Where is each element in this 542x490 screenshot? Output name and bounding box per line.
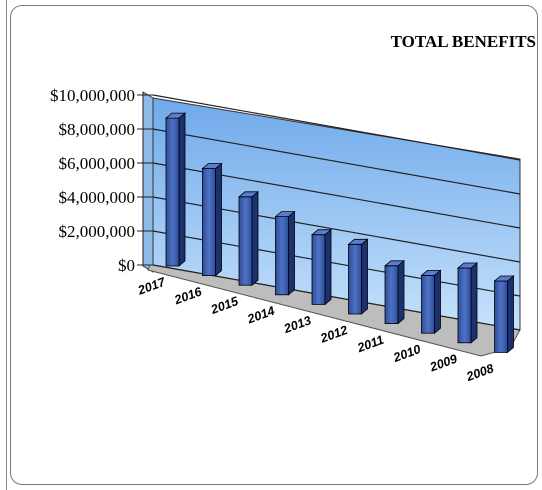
- bar-front: [202, 168, 216, 276]
- bar-2016: [201, 162, 223, 277]
- y-tick-label: $8,000,000: [59, 120, 136, 139]
- bar-series: [164, 112, 515, 354]
- bar-2009: [456, 262, 479, 344]
- bar-side: [178, 112, 186, 267]
- y-tick-label: $6,000,000: [59, 154, 136, 173]
- bar-front: [275, 216, 289, 296]
- x-tick-label: 2009: [427, 352, 459, 375]
- x-tick-label: 2015: [208, 294, 241, 317]
- bar-side: [470, 262, 478, 344]
- bar-top: [310, 229, 333, 236]
- bar-side: [215, 162, 222, 277]
- bar-front: [311, 234, 326, 305]
- y-tick-label: $0: [118, 256, 135, 275]
- bar-2008: [493, 275, 515, 354]
- bar-2017: [164, 112, 187, 267]
- bar-side: [397, 259, 405, 325]
- y-tick-label: $10,000,000: [50, 86, 135, 105]
- x-tick-label: 2017: [135, 275, 168, 298]
- bar-2011: [383, 259, 406, 325]
- bar-top: [237, 191, 260, 198]
- bar-side: [288, 210, 295, 296]
- x-tick-label: 2012: [318, 323, 350, 346]
- y-tick-label: $2,000,000: [59, 222, 136, 241]
- bar-2013: [310, 228, 333, 306]
- x-tick-label: 2014: [245, 304, 277, 327]
- y-tick-label: $4,000,000: [59, 188, 136, 207]
- bar-front: [457, 267, 472, 344]
- gridline: [152, 128, 521, 195]
- x-tick-label: 2008: [464, 361, 496, 384]
- bar-side: [434, 269, 441, 335]
- bar-front: [165, 117, 180, 267]
- bar-top: [493, 275, 515, 282]
- bar-side: [361, 238, 368, 315]
- bar-2010: [420, 269, 442, 335]
- bar-top: [383, 260, 406, 267]
- bar-top: [420, 269, 442, 276]
- bar-top: [164, 112, 187, 119]
- bar-front: [384, 265, 399, 324]
- bar-front: [494, 280, 508, 353]
- bar-side: [507, 275, 514, 354]
- bar-front: [238, 196, 253, 286]
- left-panel-edge: [0, 0, 7, 490]
- bar-top: [201, 163, 223, 169]
- bar-top: [456, 262, 479, 269]
- bar-front: [348, 243, 362, 315]
- chart-title: TOTAL BENEFITS: [391, 32, 536, 51]
- y-axis: $0 $2,000,000 $4,000,000 $6,000,000 $8,000,0…: [50, 86, 144, 275]
- side-wall: [142, 91, 154, 273]
- bar-2012: [347, 238, 369, 315]
- x-tick-label: 2010: [391, 342, 423, 365]
- bar-side: [324, 228, 332, 306]
- bar-2014: [274, 210, 296, 296]
- gridline: [152, 94, 521, 161]
- x-tick-label: 2011: [355, 333, 386, 356]
- x-tick-label: 2016: [172, 284, 205, 307]
- bar-top: [347, 238, 369, 245]
- bar-side: [251, 190, 259, 287]
- bar-top: [274, 211, 296, 218]
- x-tick-label: 2013: [281, 313, 313, 336]
- bar-2015: [237, 190, 260, 287]
- bar-front: [421, 274, 435, 334]
